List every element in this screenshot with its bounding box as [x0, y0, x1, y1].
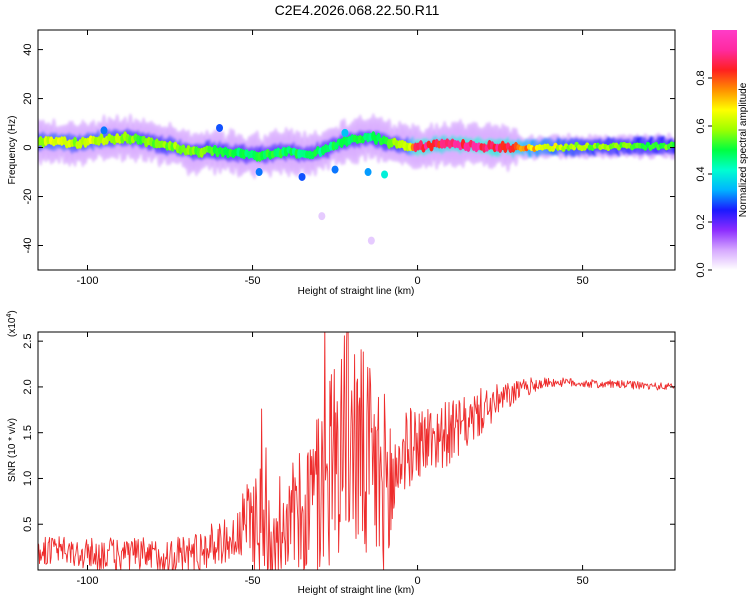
- spectrogram-blob: [341, 128, 349, 137]
- spectrogram-blob: [367, 236, 375, 245]
- x-tick-label: -50: [245, 275, 261, 287]
- snr-x-ticks: -100 -50 0 50: [76, 332, 589, 587]
- spectrogram-x-label: Height of straight line (km): [298, 286, 415, 297]
- snr-panel: -100 -50 0 50 0.5 1.0 1.5 2.0 2.5 Height of str…: [6, 310, 676, 596]
- snr-y-multiplier: (x104): [6, 310, 18, 337]
- svg-text:(x104): (x104): [6, 310, 18, 337]
- y-tick-label: -40: [22, 238, 34, 254]
- y-tick-label: 0: [22, 144, 34, 150]
- snr-series-line: [38, 332, 675, 570]
- y-tick-label: 2.0: [22, 379, 34, 394]
- spectrogram-core-cell: [672, 142, 675, 149]
- x-tick-label: 50: [576, 275, 588, 287]
- colorbar: 0.0 0.2 0.4 0.6 0.8 Normalized spectral ampl…: [695, 30, 749, 278]
- figure-title: C2E4.2026.068.22.50.R11: [275, 2, 440, 18]
- spectrogram-y-ticks: -40 -20 0 20 40: [22, 43, 675, 253]
- y-tick-label: 2.5: [22, 334, 34, 349]
- spectrogram-heatmap: [38, 113, 675, 245]
- colorbar-tick-label: 0.0: [695, 262, 707, 277]
- y-tick-label: 20: [22, 92, 34, 104]
- x-tick-label: 0: [414, 275, 420, 287]
- spectrogram-panel: -100 -50 0 50 -40 -20 0 20 40 Height of straigh…: [7, 29, 676, 297]
- colorbar-label: Normalized spectral amplitude: [738, 82, 749, 217]
- snr-multiplier-base: (x10: [7, 317, 18, 337]
- snr-x-label: Height of straight line (km): [298, 585, 415, 596]
- spectrogram-x-ticks: -100 -50 0 50: [76, 30, 589, 287]
- x-tick-label: -100: [76, 575, 98, 587]
- spectrogram-blob: [331, 165, 339, 174]
- colorbar-tick-label: 0.8: [695, 70, 707, 85]
- snr-y-label: SNR (10 * v/v): [7, 418, 18, 482]
- snr-y-ticks: 0.5 1.0 1.5 2.0 2.5: [22, 334, 675, 532]
- spectrogram-blob: [318, 212, 326, 221]
- spectrogram-frame: [37, 29, 676, 271]
- snr-multiplier-exp: 4: [6, 314, 13, 318]
- spectrogram-blob: [100, 126, 108, 135]
- y-tick-label: 0.5: [22, 517, 34, 532]
- x-tick-label: 0: [414, 575, 420, 587]
- colorbar-tick-label: 0.6: [695, 118, 707, 133]
- spectrogram-blob: [216, 123, 224, 132]
- x-tick-label: 50: [576, 575, 588, 587]
- y-tick-label: 1.5: [22, 425, 34, 440]
- spectrogram-ridge: [38, 123, 675, 245]
- spectrogram-blob: [255, 168, 263, 177]
- spectrogram-blob: [381, 170, 389, 179]
- colorbar-tick-label: 0.2: [695, 214, 707, 229]
- colorbar-tick-label: 0.4: [695, 166, 707, 181]
- snr-frame: [37, 331, 676, 571]
- colorbar-ticks: 0.0 0.2 0.4 0.6 0.8: [695, 70, 712, 278]
- spectrogram-blob: [364, 168, 372, 177]
- spectrogram-y-label: Frequency (Hz): [7, 116, 18, 185]
- colorbar-scale: [712, 30, 737, 270]
- x-tick-label: -50: [245, 575, 261, 587]
- snr-plot-area: [38, 332, 675, 570]
- y-tick-label: 1.0: [22, 471, 34, 486]
- y-tick-label: -20: [22, 189, 34, 205]
- spectrogram-blob: [298, 172, 306, 181]
- x-tick-label: -100: [76, 275, 98, 287]
- y-tick-label: 40: [22, 43, 34, 55]
